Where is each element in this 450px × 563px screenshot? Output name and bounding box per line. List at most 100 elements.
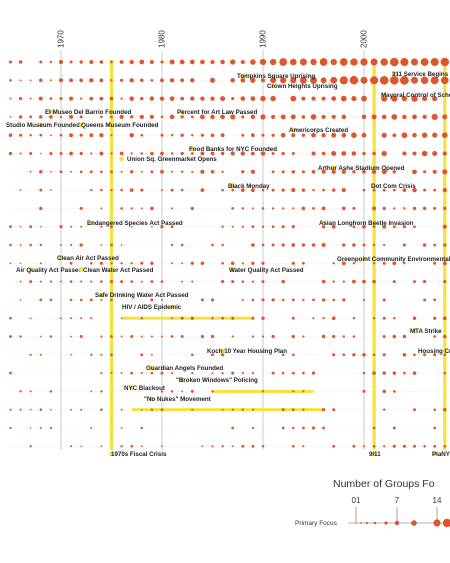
data-dot [361,95,367,102]
data-dot [150,170,154,174]
data-dot [322,317,325,320]
data-dot [211,390,214,393]
data-dot [49,280,53,283]
data-dot [382,371,386,375]
data-dot [331,132,337,138]
data-dot [250,188,255,193]
data-dot [250,151,255,156]
data-dot [400,57,409,67]
data-dot [362,151,366,156]
data-dot [292,426,295,430]
data-dot [321,114,326,119]
data-dot [140,207,143,210]
data-dot [190,316,194,320]
data-dot [59,133,63,137]
data-dot [442,151,447,156]
data-dot [90,152,93,155]
data-dot [210,114,215,120]
data-dot [120,335,123,338]
data-dot [69,78,74,83]
data-dot [200,96,205,101]
data-dot [69,96,74,101]
data-dot [140,353,144,357]
data-dot [160,151,164,156]
data-dot [39,298,43,302]
data-dot [191,133,194,137]
event-marker [78,267,84,273]
data-dot [371,169,377,174]
data-dot [191,280,194,283]
data-dot [39,280,42,283]
data-dot [130,262,133,265]
data-dot [331,96,337,101]
data-dot [301,170,305,174]
data-dot [441,132,448,139]
data-dot [231,225,234,228]
data-dot [402,188,407,192]
data-dot [271,207,275,210]
data-dot [100,207,103,210]
data-dot [160,115,164,119]
data-dot [372,206,377,211]
data-dot [150,206,154,211]
data-dot [70,335,72,338]
data-dot [231,316,235,320]
data-dot [231,97,235,101]
data-dot [109,96,114,101]
data-dot [352,262,356,265]
data-dot [90,317,93,320]
data-dot [352,243,356,247]
data-dot [39,353,42,356]
data-dot [291,225,295,229]
data-dot [170,335,174,338]
data-dot [392,280,396,284]
data-dot [100,353,103,356]
legend-size-dot [355,522,357,524]
data-dot [231,408,234,411]
data-dot [18,60,23,64]
event-label: Greenpoint Community Environmental [337,256,450,263]
data-dot [251,243,255,247]
data-dot [39,262,42,265]
data-dot [139,59,145,65]
data-dot [180,188,184,192]
data-dot [70,243,73,247]
data-dot [341,188,346,193]
event-marker [179,109,185,115]
data-dot [412,444,417,448]
data-dot [271,371,275,375]
data-dot [371,114,377,120]
data-dot [411,58,418,66]
data-dot [372,188,376,192]
event-label: Air Quality Act Passed [16,267,82,274]
data-dot [50,134,52,137]
data-dot [49,79,52,82]
data-dot [282,207,285,210]
data-dot [160,133,164,137]
data-dot [79,243,83,247]
data-dot [382,335,386,338]
data-dot [402,353,407,357]
event-label: NYC Blackout [124,385,165,392]
data-dot [291,152,295,155]
event-label: Dot Com Crisis [371,183,416,190]
data-dot [210,133,215,137]
data-dot [321,169,326,174]
data-dot [169,96,175,101]
data-dot [422,114,427,120]
data-dot [29,152,33,155]
data-dot [251,298,255,302]
legend-title: Number of Groups Fo [333,478,435,490]
data-dot [19,280,22,283]
data-dot [401,132,408,139]
data-dot [19,408,22,411]
data-dot [100,170,103,174]
event-marker [149,365,155,371]
data-dot [433,298,437,302]
data-dot [260,114,266,120]
data-dot [100,408,103,411]
data-dot [230,114,236,120]
data-dot [49,335,53,338]
data-dot [90,353,93,357]
data-dot [230,151,235,156]
